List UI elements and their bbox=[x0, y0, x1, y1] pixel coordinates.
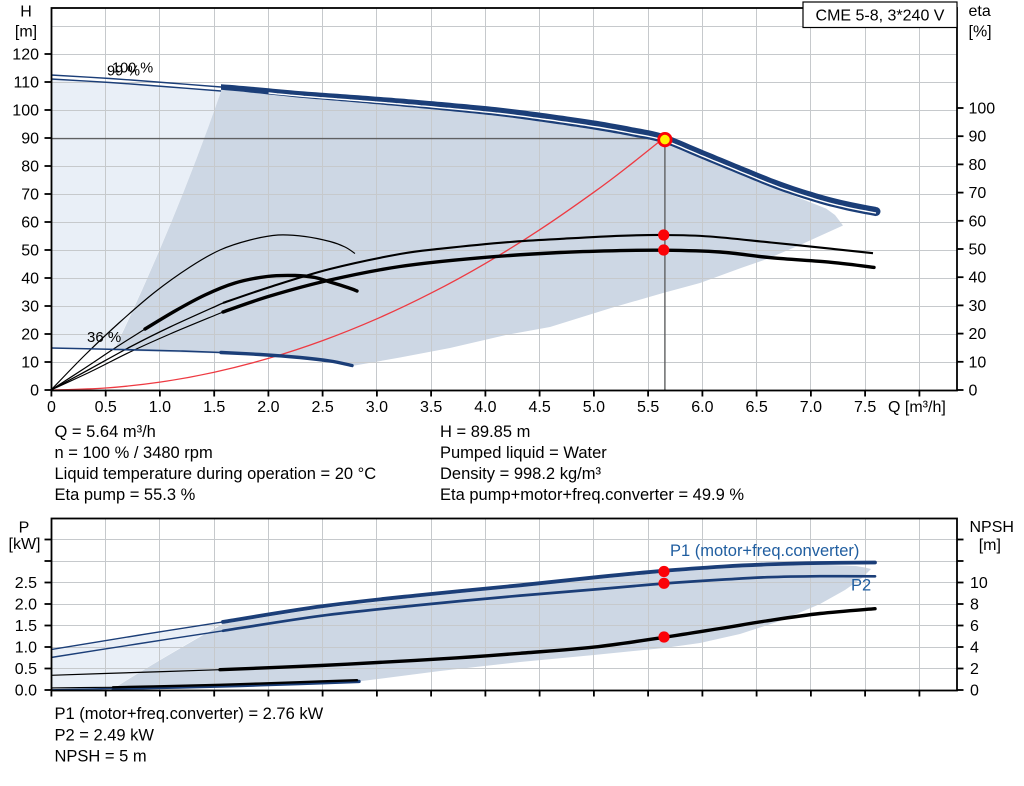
svg-text:100: 100 bbox=[12, 103, 39, 120]
svg-text:7.0: 7.0 bbox=[800, 399, 822, 416]
svg-text:P: P bbox=[19, 520, 30, 537]
svg-text:8: 8 bbox=[970, 597, 979, 614]
svg-text:2.5: 2.5 bbox=[15, 575, 37, 592]
svg-text:[m]: [m] bbox=[979, 537, 1001, 554]
svg-text:10: 10 bbox=[970, 575, 988, 592]
svg-text:CME 5-8, 3*240 V: CME 5-8, 3*240 V bbox=[816, 8, 945, 25]
svg-text:Q [m³/h]: Q [m³/h] bbox=[888, 399, 946, 416]
svg-text:10: 10 bbox=[21, 355, 39, 372]
svg-text:1.5: 1.5 bbox=[15, 618, 37, 635]
svg-text:Eta pump = 55.3 %: Eta pump = 55.3 % bbox=[55, 486, 196, 504]
svg-text:70: 70 bbox=[21, 187, 39, 204]
svg-text:1.0: 1.0 bbox=[149, 399, 171, 416]
svg-text:20: 20 bbox=[21, 327, 39, 344]
svg-text:0: 0 bbox=[970, 683, 979, 700]
svg-text:120: 120 bbox=[12, 47, 39, 64]
svg-text:Liquid temperature during oper: Liquid temperature during operation = 20… bbox=[55, 465, 377, 483]
svg-text:[kW]: [kW] bbox=[9, 536, 41, 553]
svg-text:P1 (motor+freq.converter): P1 (motor+freq.converter) bbox=[670, 542, 859, 560]
svg-text:36 %: 36 % bbox=[87, 329, 121, 346]
svg-text:30: 30 bbox=[21, 299, 39, 316]
svg-text:100: 100 bbox=[969, 101, 996, 118]
svg-text:7.5: 7.5 bbox=[854, 399, 876, 416]
svg-text:0: 0 bbox=[969, 383, 978, 400]
svg-text:10: 10 bbox=[969, 354, 987, 371]
svg-text:3.0: 3.0 bbox=[366, 399, 388, 416]
svg-text:4.5: 4.5 bbox=[528, 399, 550, 416]
svg-text:H = 89.85 m: H = 89.85 m bbox=[440, 423, 530, 441]
svg-text:n = 100 % / 3480 rpm: n = 100 % / 3480 rpm bbox=[55, 444, 213, 462]
svg-text:5.5: 5.5 bbox=[637, 399, 659, 416]
svg-text:5.0: 5.0 bbox=[583, 399, 605, 416]
svg-text:3.5: 3.5 bbox=[420, 399, 442, 416]
svg-text:2.5: 2.5 bbox=[311, 399, 333, 416]
svg-text:0: 0 bbox=[30, 383, 39, 400]
svg-text:0.5: 0.5 bbox=[15, 661, 37, 678]
svg-text:Pumped liquid = Water: Pumped liquid = Water bbox=[440, 444, 607, 462]
svg-text:6: 6 bbox=[970, 618, 979, 635]
svg-text:H: H bbox=[20, 4, 32, 21]
svg-text:1.0: 1.0 bbox=[15, 640, 37, 657]
svg-text:P2 = 2.49 kW: P2 = 2.49 kW bbox=[55, 726, 155, 744]
svg-text:40: 40 bbox=[969, 270, 987, 287]
svg-text:50: 50 bbox=[21, 243, 39, 260]
svg-text:20: 20 bbox=[969, 326, 987, 343]
svg-text:70: 70 bbox=[969, 185, 987, 202]
svg-text:[%]: [%] bbox=[969, 24, 992, 41]
svg-text:50: 50 bbox=[969, 242, 987, 259]
svg-text:110: 110 bbox=[13, 75, 39, 92]
svg-text:90: 90 bbox=[969, 129, 987, 146]
svg-text:2.0: 2.0 bbox=[15, 597, 37, 614]
svg-text:80: 80 bbox=[969, 157, 987, 174]
svg-text:1.5: 1.5 bbox=[203, 399, 225, 416]
svg-text:eta: eta bbox=[969, 3, 991, 20]
svg-text:P2: P2 bbox=[851, 577, 871, 595]
svg-text:6.0: 6.0 bbox=[691, 399, 713, 416]
svg-text:0.0: 0.0 bbox=[15, 683, 37, 700]
svg-text:Q = 5.64 m³/h: Q = 5.64 m³/h bbox=[55, 423, 156, 441]
svg-text:4: 4 bbox=[970, 640, 979, 657]
svg-text:NPSH = 5 m: NPSH = 5 m bbox=[55, 748, 147, 766]
svg-text:Density = 998.2 kg/m³: Density = 998.2 kg/m³ bbox=[440, 465, 601, 483]
svg-text:30: 30 bbox=[969, 298, 987, 315]
svg-text:2.0: 2.0 bbox=[257, 399, 279, 416]
svg-text:100 %: 100 % bbox=[112, 61, 153, 77]
svg-text:60: 60 bbox=[21, 215, 39, 232]
svg-text:NPSH: NPSH bbox=[970, 519, 1014, 536]
svg-text:4.0: 4.0 bbox=[474, 399, 496, 416]
svg-text:0: 0 bbox=[47, 399, 56, 416]
svg-text:90: 90 bbox=[21, 131, 39, 148]
svg-text:Eta pump+motor+freq.converter: Eta pump+motor+freq.converter = 49.9 % bbox=[440, 486, 744, 504]
svg-text:0.5: 0.5 bbox=[95, 399, 117, 416]
svg-text:80: 80 bbox=[21, 159, 39, 176]
svg-text:6.5: 6.5 bbox=[745, 399, 767, 416]
svg-text:2: 2 bbox=[970, 661, 979, 678]
svg-text:[m]: [m] bbox=[15, 24, 37, 41]
svg-text:40: 40 bbox=[21, 271, 39, 288]
svg-text:P1 (motor+freq.converter) = 2.: P1 (motor+freq.converter) = 2.76 kW bbox=[55, 705, 324, 723]
svg-text:60: 60 bbox=[969, 213, 987, 230]
svg-text:99 %: 99 % bbox=[107, 64, 140, 80]
